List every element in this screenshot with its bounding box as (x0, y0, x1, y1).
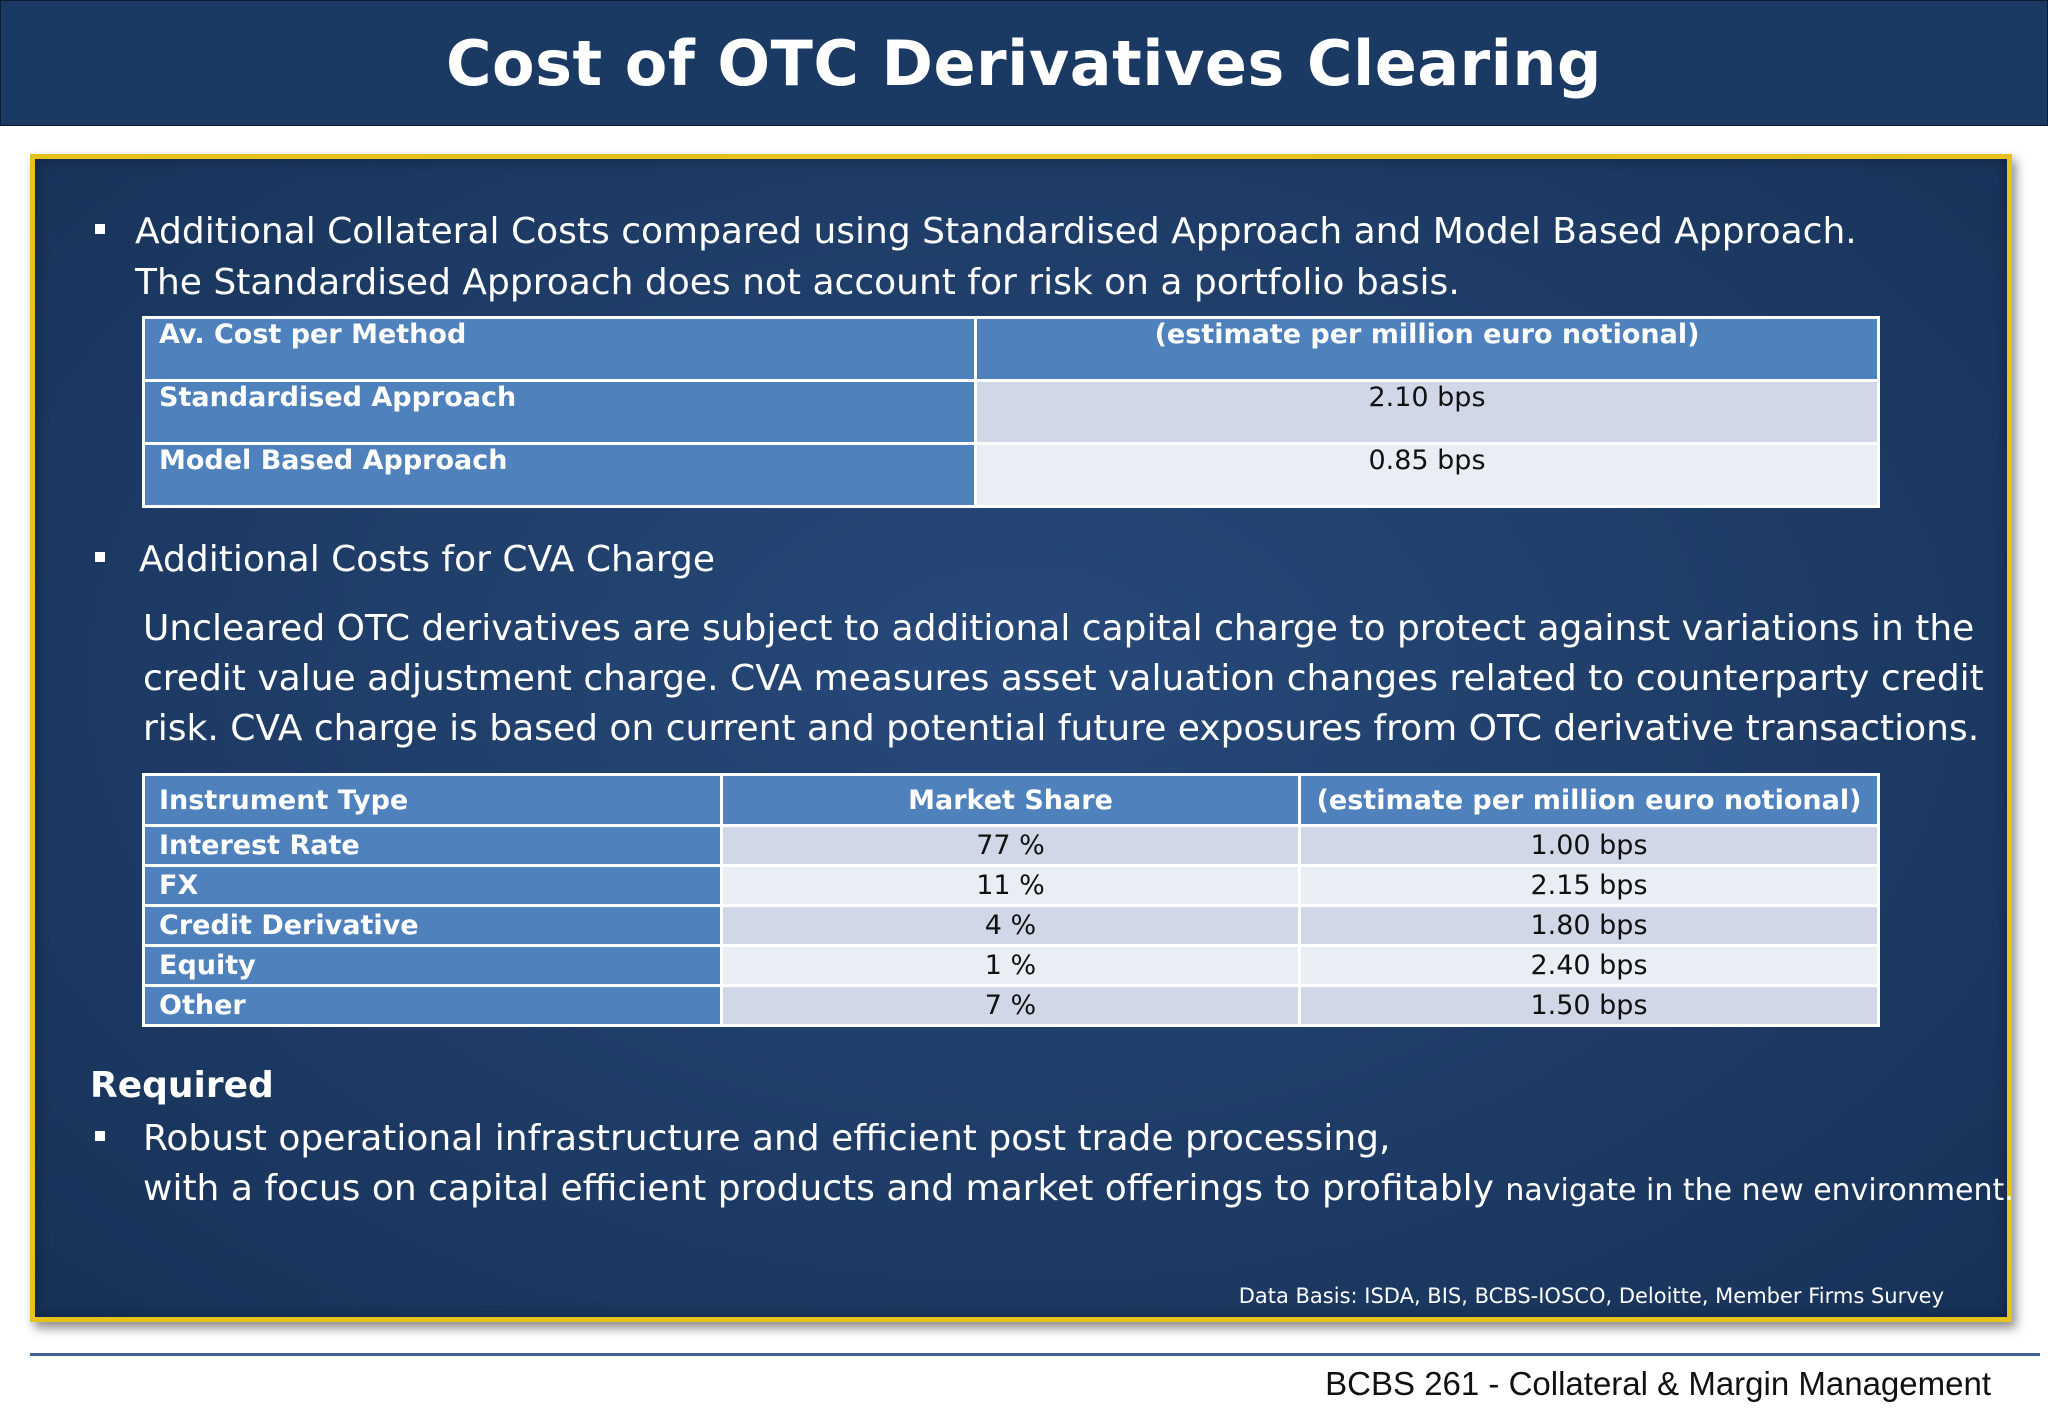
instrument-table: Instrument Type Market Share (estimate p… (142, 773, 1880, 1027)
section1-line1: Additional Collateral Costs compared usi… (135, 211, 1857, 252)
table-row: Other 7 % 1.50 bps (142, 984, 1880, 1027)
required-line2: with a focus on capital efficient produc… (143, 1164, 2014, 1216)
content-panel: Additional Collateral Costs compared usi… (30, 154, 2014, 1322)
table-header-cell: Instrument Type (142, 773, 723, 827)
market-share-cell: 11 % (720, 864, 1301, 907)
cost-per-method-table: Av. Cost per Method (estimate per millio… (142, 316, 1880, 508)
cost-cell: 0.85 bps (974, 442, 1880, 508)
table-row: Equity 1 % 2.40 bps (142, 944, 1880, 987)
section2-para-line2: credit value adjustment charge. CVA meas… (143, 658, 1984, 699)
method-cell: Model Based Approach (142, 442, 977, 508)
table-header-row: Instrument Type Market Share (estimate p… (142, 773, 1880, 827)
table-row: Standardised Approach 2.10 bps (142, 379, 1880, 445)
section2-para-line3: risk. CVA charge is based on current and… (143, 708, 1980, 749)
table-header-cell: Market Share (720, 773, 1301, 827)
instrument-type-cell: Interest Rate (142, 824, 723, 867)
page-title: Cost of OTC Derivatives Clearing (446, 26, 1602, 100)
required-line1: Robust operational infrastructure and ef… (143, 1118, 1391, 1159)
market-share-cell: 77 % (720, 824, 1301, 867)
footer-label: BCBS 261 - Collateral & Margin Managemen… (1325, 1365, 1991, 1402)
section1-line2: The Standardised Approach does not accou… (135, 262, 1460, 303)
table-row: Model Based Approach 0.85 bps (142, 442, 1880, 508)
table-header-cell: (estimate per million euro notional) (1298, 773, 1880, 827)
table-header-row: Av. Cost per Method (estimate per millio… (142, 316, 1880, 382)
footer-divider (30, 1353, 2040, 1356)
cost-cell: 1.00 bps (1298, 824, 1880, 867)
required-heading: Required (90, 1065, 274, 1106)
data-source-note: Data Basis: ISDA, BIS, BCBS-IOSCO, Deloi… (1238, 1284, 1944, 1308)
market-share-cell: 1 % (720, 944, 1301, 987)
section2-heading: Additional Costs for CVA Charge (139, 539, 716, 580)
instrument-type-cell: Other (142, 984, 723, 1027)
table-row: Credit Derivative 4 % 1.80 bps (142, 904, 1880, 947)
bullet-icon (95, 552, 105, 562)
bullet-icon (95, 1131, 105, 1141)
table-header-cell: Av. Cost per Method (142, 316, 977, 382)
table-row: FX 11 % 2.15 bps (142, 864, 1880, 907)
instrument-type-cell: Credit Derivative (142, 904, 723, 947)
cost-cell: 2.40 bps (1298, 944, 1880, 987)
title-bar: Cost of OTC Derivatives Clearing (0, 0, 2048, 126)
method-cell: Standardised Approach (142, 379, 977, 445)
cost-cell: 1.80 bps (1298, 904, 1880, 947)
market-share-cell: 7 % (720, 984, 1301, 1027)
table-header-cell: (estimate per million euro notional) (974, 316, 1880, 382)
cost-cell: 2.15 bps (1298, 864, 1880, 907)
section2-para-line1: Uncleared OTC derivatives are subject to… (143, 608, 1975, 649)
cost-cell: 2.10 bps (974, 379, 1880, 445)
table-row: Interest Rate 77 % 1.00 bps (142, 824, 1880, 867)
market-share-cell: 4 % (720, 904, 1301, 947)
instrument-type-cell: FX (142, 864, 723, 907)
required-line2-tail: navigate in the new environment. (1505, 1173, 2014, 1208)
cost-cell: 1.50 bps (1298, 984, 1880, 1027)
bullet-icon (95, 224, 105, 234)
required-line2-main: with a focus on capital efficient produc… (143, 1168, 1494, 1209)
instrument-type-cell: Equity (142, 944, 723, 987)
